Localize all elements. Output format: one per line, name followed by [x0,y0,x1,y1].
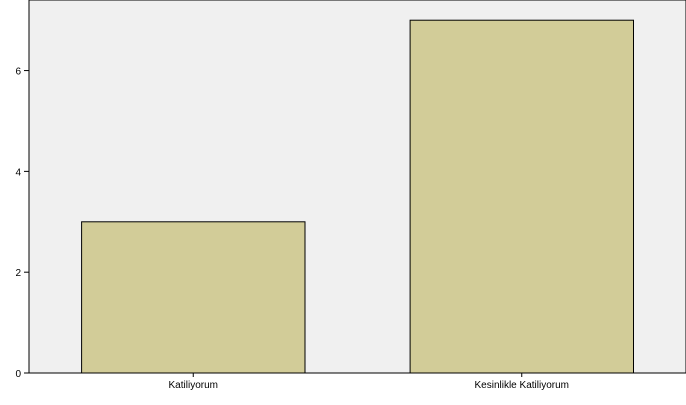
x-tick-label: Katiliyorum [169,380,218,391]
y-tick-label: 4 [15,167,21,178]
bar-1 [81,221,306,374]
y-tick-label: 2 [15,268,21,279]
labels-group: Katiliyorum Kesinlikle Katiliyorum 0 2 4 6 [15,67,569,391]
y-tick-label: 0 [15,369,21,380]
y-tick-label: 6 [15,67,21,78]
axes-group [24,70,523,377]
x-tick-label: Kesinlikle Katiliyorum [475,380,569,391]
bar-2 [409,19,634,374]
bars-group [81,19,634,374]
